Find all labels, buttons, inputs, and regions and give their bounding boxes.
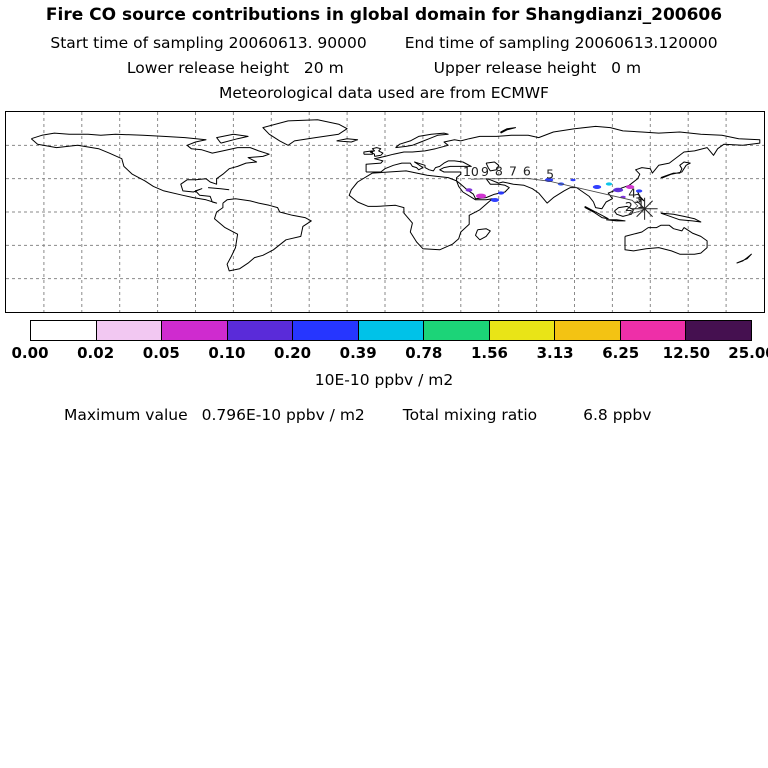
figure-title: Fire CO source contributions in global d… [45,5,723,25]
colorbar-tick-label: 0.20 [274,344,312,362]
colorbar-segment [685,321,752,340]
colorbar-tick-label: 0.39 [339,344,377,362]
svg-text:8: 8 [495,164,503,179]
source-contribution-patches [465,178,643,202]
colorbar-segment [554,321,620,340]
colorbar-tick-label: 25.00 [728,344,768,362]
graticule-grid [6,112,764,312]
world-map-plot: 10 9 8 7 6 5 4 3 2 1 [5,111,765,313]
sampling-times-line: Start time of sampling 20060613. 90000 E… [0,34,768,52]
colorbar-tick-label: 6.25 [602,344,640,362]
colorbar-tick-label: 3.13 [536,344,574,362]
svg-text:5: 5 [546,166,554,181]
svg-text:10: 10 [463,164,479,179]
trajectory-line [470,177,645,215]
colorbar-tick-label: 0.00 [11,344,49,362]
max-value-text: 0.796E-10 ppbv / m2 [201,406,365,424]
svg-text:3: 3 [634,191,642,206]
colorbar-segment [226,321,293,340]
colorbar-tick-label: 0.05 [142,344,180,362]
colorbar-tick-label: 0.78 [405,344,443,362]
svg-text:9: 9 [481,164,489,179]
colorbar-labels: 0.00 0.02 0.05 0.10 0.20 0.39 0.78 1.56 3.13 6.25… [11,344,768,363]
colorbar-segment [619,321,686,340]
coastlines [30,119,761,272]
svg-text:6: 6 [523,163,531,178]
total-mixing-ratio-value: 6.8 ppbv [583,406,652,424]
met-source-text: Meteorological data used are from ECMWF [219,84,549,102]
receptor-star-marker [631,197,658,220]
colorbar-segment [31,321,96,340]
lower-release-height-text: Lower release height 20 m [126,59,344,77]
colorbar-units-label: 10E-10 ppbv / m2 [314,371,454,389]
met-source-line: Meteorological data used are from ECMWF [0,84,768,102]
end-time-text: End time of sampling 20060613.120000 [404,34,718,52]
trajectory-day-labels: 10 9 8 7 6 5 432 1 [463,163,645,214]
colorbar-segment [292,321,358,340]
colorbar-segment [161,321,227,340]
upper-release-height-text: Upper release height 0 m [433,59,642,77]
colorbar-tick-label: 12.50 [662,344,711,362]
max-value-label: Maximum value [64,406,188,424]
colorbar-segment [488,321,555,340]
colorbar-strip [30,320,752,341]
figure-header: Fire CO source contributions in global d… [0,0,768,102]
colorbar-tick-label: 0.02 [77,344,115,362]
colorbar-tick-label: 1.56 [470,344,508,362]
stats-line: Maximum value 0.796E-10 ppbv / m2 Total … [0,406,768,424]
svg-text:1: 1 [637,196,645,211]
svg-text:4: 4 [628,185,636,200]
map-svg: 10 9 8 7 6 5 432 1 [6,112,764,312]
svg-text:2: 2 [625,199,633,214]
start-time-text: Start time of sampling 20060613. 90000 [50,34,367,52]
total-mixing-ratio-label: Total mixing ratio [402,406,538,424]
svg-text:7: 7 [509,163,517,178]
colorbar-tick-label: 0.10 [208,344,246,362]
colorbar-segment [95,321,162,340]
colorbar-segment [423,321,489,340]
colorbar-segment [357,321,424,340]
colorbar: 0.00 0.02 0.05 0.10 0.20 0.39 0.78 1.56 3.13 6.25… [11,320,768,363]
release-heights-line: Lower release height 20 m Upper release … [0,59,768,77]
